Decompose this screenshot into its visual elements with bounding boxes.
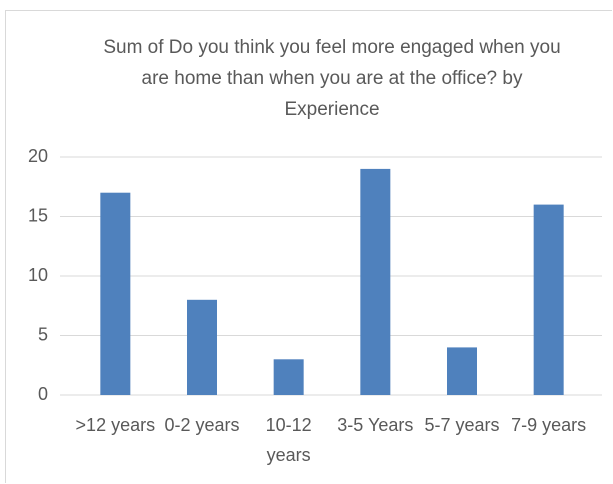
y-tick-label: 15 xyxy=(28,205,48,225)
bar xyxy=(273,359,304,395)
bar xyxy=(447,347,477,395)
y-tick-label: 10 xyxy=(28,265,48,285)
chart-frame xyxy=(5,10,612,483)
y-tick-label: 5 xyxy=(38,324,48,344)
x-tick-label: 5-7 years xyxy=(424,415,500,435)
y-tick-label: 20 xyxy=(28,146,48,166)
bar xyxy=(533,204,564,395)
x-tick-label: 10-12 years xyxy=(265,415,312,465)
chart-title: Sum of Do you think you feel more engage… xyxy=(103,37,561,120)
x-tick-label: 0-2 years xyxy=(164,415,240,435)
bar xyxy=(100,192,131,395)
bar xyxy=(360,168,391,395)
x-tick-label: 7-9 years xyxy=(511,415,587,435)
bar xyxy=(187,299,217,395)
x-tick-label: >12 years xyxy=(75,415,156,435)
y-tick-label: 0 xyxy=(38,384,48,404)
x-tick-label: 3-5 Years xyxy=(337,415,414,435)
